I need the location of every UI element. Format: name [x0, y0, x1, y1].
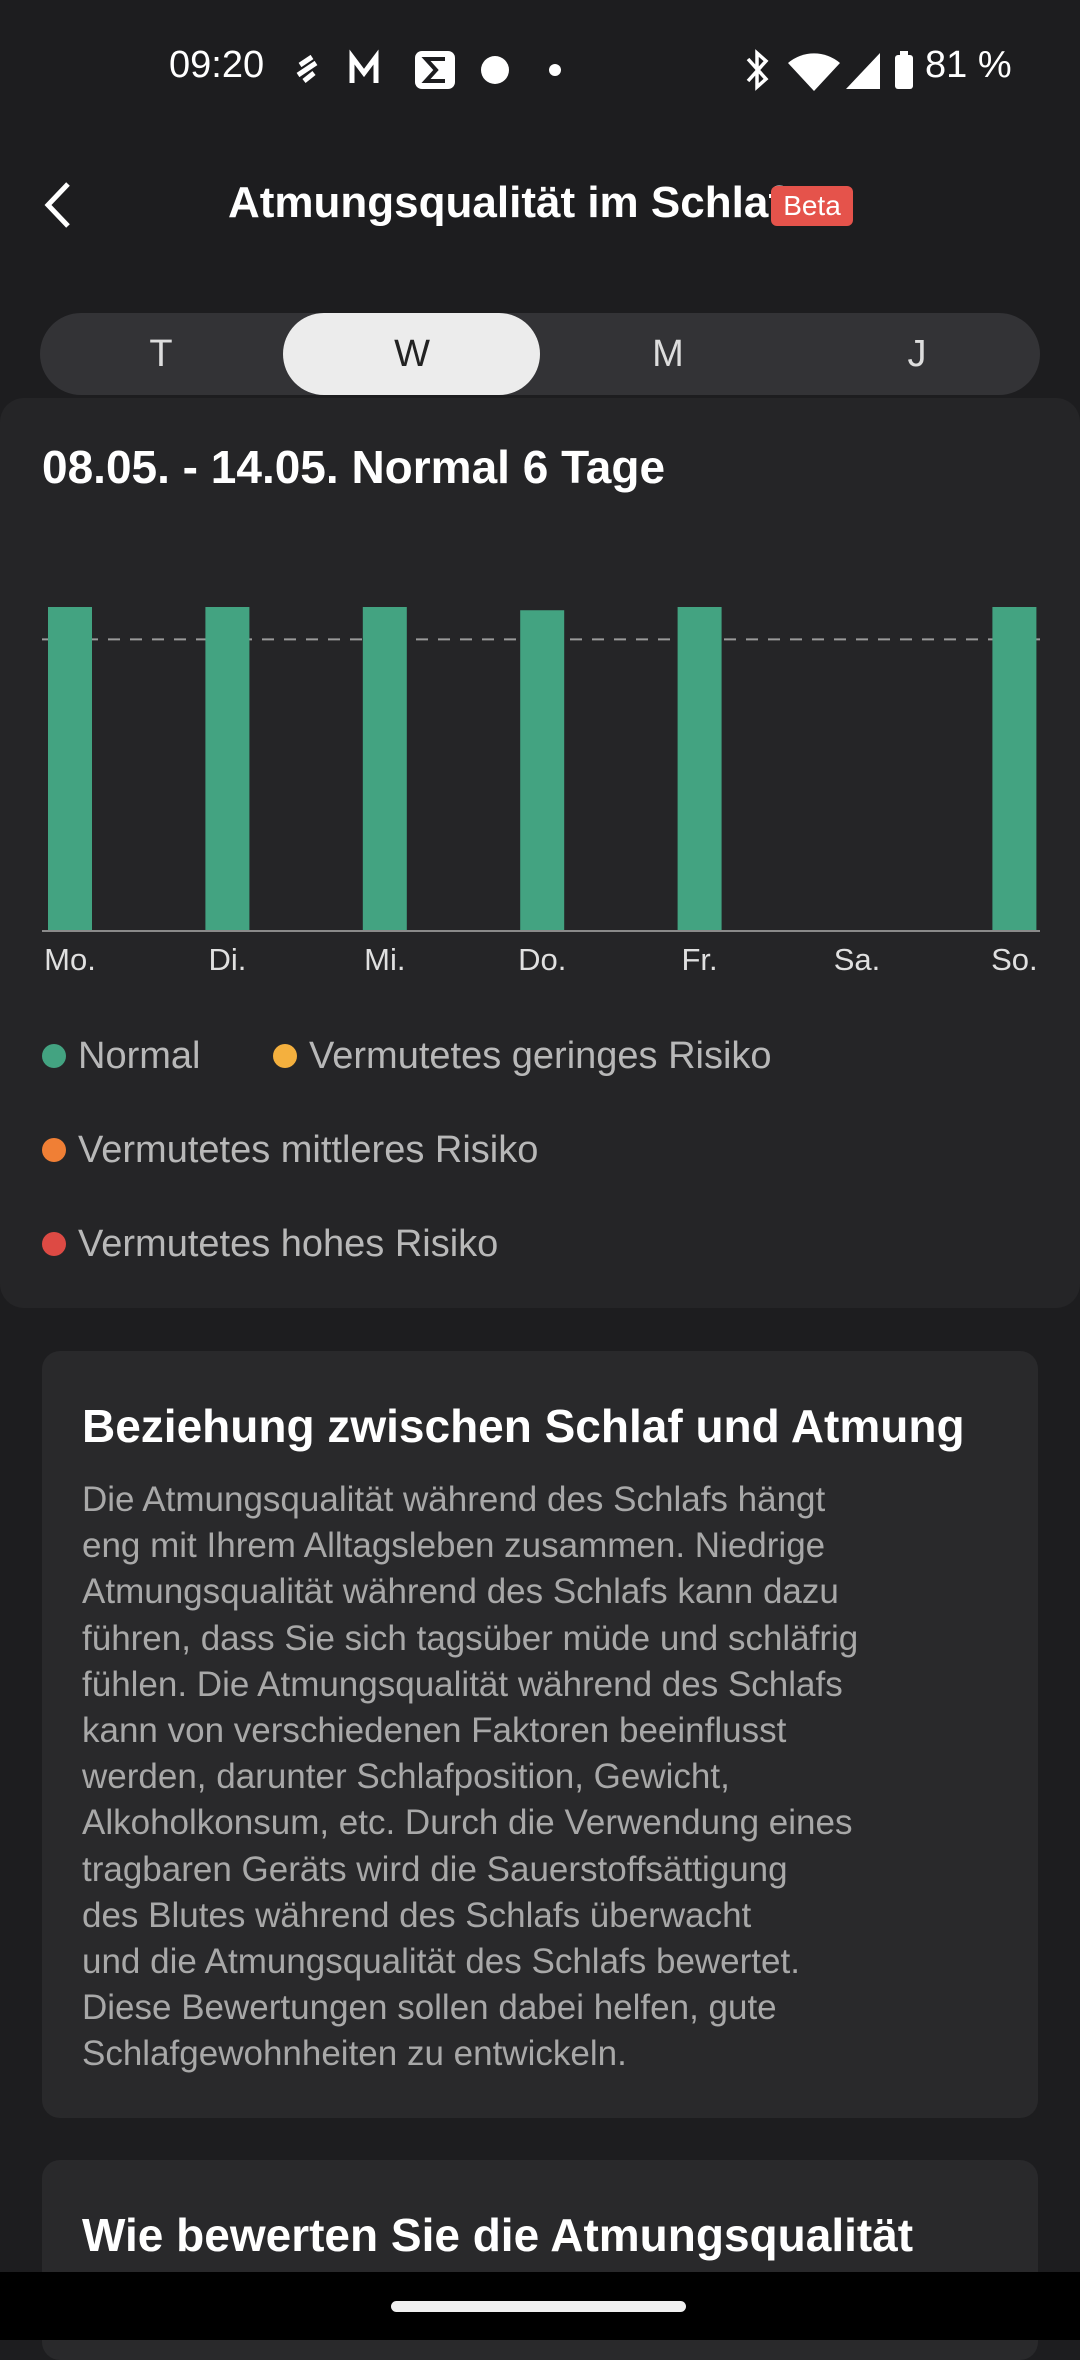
bar	[677, 607, 722, 931]
x-tick-label: Sa.	[834, 942, 881, 977]
text-line: kann von verschiedenen Faktoren beeinflu…	[82, 1711, 787, 1751]
text-line: Atmungsqualität während des Schlafs kann…	[82, 1572, 839, 1612]
battery-level: 81 %	[925, 44, 1012, 86]
text-line: und die Atmungsqualität des Schlafs bewe…	[82, 1942, 800, 1982]
text-line: Alkoholkonsum, etc. Durch die Verwendung…	[82, 1803, 853, 1843]
back-button[interactable]	[40, 180, 80, 230]
legend-label: Vermutetes mittleres Risiko	[78, 1129, 538, 1171]
x-tick-label: So.	[991, 942, 1038, 977]
period-tab[interactable]: W	[394, 333, 430, 375]
period-tabs	[40, 313, 1040, 395]
text-line: führen, dass Sie sich tagsüber müde und …	[82, 1618, 859, 1658]
legend-dot	[42, 1044, 66, 1068]
period-tab[interactable]: J	[907, 333, 927, 375]
chart: 08.05. - 14.05. Normal 6 Tage Mo. Di. Mi. Do…	[42, 441, 1040, 1265]
info-card: Beziehung zwischen Schlaf und Atmung Die …	[42, 1351, 1038, 2118]
beta-badge: Beta	[771, 186, 853, 226]
text-line: Diese Bewertungen sollen dabei helfen, g…	[82, 1988, 777, 2028]
card-title: Beziehung zwischen Schlaf und Atmung	[82, 1400, 965, 1452]
bar	[520, 610, 565, 931]
bar	[992, 607, 1037, 931]
bar	[362, 607, 407, 931]
card-text: Die Atmungsqualität während des Schlafs …	[82, 1477, 858, 2078]
x-tick-label: Fr.	[682, 942, 718, 977]
selected-tab-pill	[283, 313, 540, 395]
notification-icons	[296, 49, 561, 89]
legend-label: Normal	[78, 1035, 200, 1077]
text-line: tragbaren Geräts wird die Sauerstoffsätt…	[82, 1849, 788, 1889]
bar	[205, 607, 250, 931]
legend-dot	[42, 1138, 66, 1162]
text-line: eng mit Ihrem Alltagsleben zusammen. Nie…	[82, 1526, 826, 1566]
x-tick-label: Di.	[208, 942, 246, 977]
text-line: des Blutes während des Schlafs überwacht	[82, 1895, 752, 1935]
x-tick-label: Mi.	[364, 942, 405, 977]
legend-label: Vermutetes geringes Risiko	[309, 1035, 772, 1077]
legend-label: Vermutetes hohes Risiko	[78, 1223, 498, 1265]
page-title: Atmungsqualität im Schlaf	[228, 178, 783, 227]
period-tab[interactable]: T	[149, 333, 173, 375]
chart-title: 08.05. - 14.05. Normal 6 Tage	[42, 441, 665, 493]
text-line: fühlen. Die Atmungsqualität während des …	[82, 1664, 843, 1704]
legend-dot	[273, 1044, 297, 1068]
legend-dot	[42, 1232, 66, 1256]
text-line: Schlafgewohnheiten zu entwickeln.	[82, 2034, 627, 2074]
home-handle[interactable]	[391, 2301, 686, 2312]
x-tick-label: Do.	[518, 942, 566, 977]
system-icons	[746, 49, 913, 91]
text-line: Die Atmungsqualität während des Schlafs …	[82, 1480, 826, 1519]
status-time: 09:20	[169, 44, 265, 86]
card-title: Wie bewerten Sie die Atmungsqualität	[82, 2209, 914, 2261]
period-tab[interactable]: M	[652, 333, 684, 375]
x-tick-label: Mo.	[44, 942, 96, 977]
text-line: werden, darunter Schlafposition, Gewicht…	[82, 1757, 730, 1797]
bar	[48, 607, 92, 931]
